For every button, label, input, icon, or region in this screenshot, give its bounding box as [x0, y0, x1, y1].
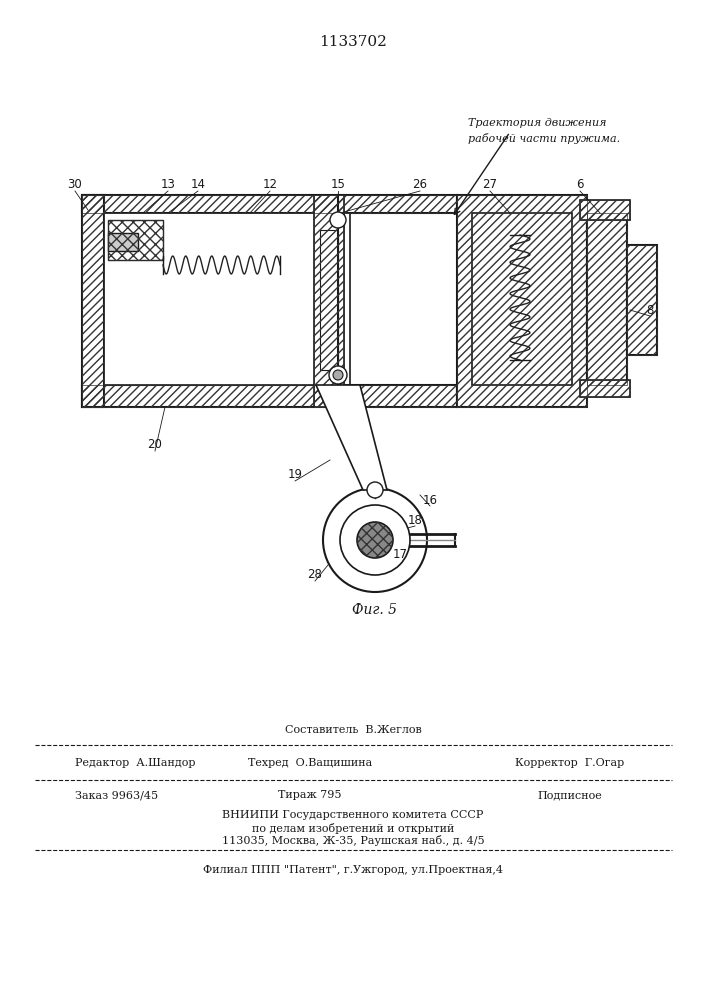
- Bar: [314, 195, 344, 407]
- Bar: [82, 195, 104, 407]
- Text: Филиал ППП "Патент", г.Ужгород, ул.Проектная,4: Филиал ППП "Патент", г.Ужгород, ул.Проек…: [203, 865, 503, 875]
- Text: 30: 30: [68, 178, 83, 192]
- Circle shape: [329, 366, 347, 384]
- Polygon shape: [316, 385, 387, 490]
- Text: Составитель  В.Жеглов: Составитель В.Жеглов: [285, 725, 421, 735]
- Text: 13: 13: [160, 178, 175, 192]
- Text: Техред  О.Ващишина: Техред О.Ващишина: [248, 758, 372, 768]
- Bar: [457, 195, 587, 407]
- Circle shape: [340, 505, 410, 575]
- Text: Корректор  Г.Огар: Корректор Г.Огар: [515, 758, 624, 768]
- Circle shape: [323, 488, 427, 592]
- Bar: [104, 213, 350, 385]
- Text: Подписное: Подписное: [537, 790, 602, 800]
- Text: 17: 17: [392, 548, 407, 562]
- Bar: [472, 213, 572, 385]
- Bar: [108, 220, 163, 260]
- Bar: [82, 385, 457, 407]
- Circle shape: [333, 370, 343, 380]
- Circle shape: [357, 522, 393, 558]
- Bar: [320, 230, 338, 370]
- Circle shape: [330, 212, 346, 228]
- Text: 18: 18: [407, 514, 423, 526]
- Bar: [108, 220, 163, 260]
- Text: 20: 20: [148, 438, 163, 452]
- Bar: [457, 195, 587, 407]
- Text: 6: 6: [576, 178, 584, 192]
- Bar: [587, 213, 627, 385]
- Bar: [627, 245, 657, 355]
- Text: 8: 8: [646, 304, 654, 316]
- Text: по делам изобретений и открытий: по делам изобретений и открытий: [252, 822, 454, 834]
- Bar: [580, 380, 630, 397]
- Bar: [314, 195, 344, 407]
- Text: 1133702: 1133702: [319, 35, 387, 49]
- Text: 16: 16: [423, 493, 438, 506]
- Text: 26: 26: [412, 178, 428, 192]
- Text: 27: 27: [482, 178, 498, 192]
- Text: 28: 28: [308, 568, 322, 582]
- Bar: [587, 213, 627, 385]
- Bar: [82, 385, 457, 407]
- Bar: [627, 245, 657, 355]
- Bar: [82, 195, 104, 407]
- Text: 19: 19: [288, 468, 303, 482]
- Text: Редактор  А.Шандор: Редактор А.Шандор: [75, 758, 196, 768]
- Text: 15: 15: [331, 178, 346, 192]
- Text: Тираж 795: Тираж 795: [279, 790, 341, 800]
- Bar: [580, 200, 630, 220]
- Circle shape: [367, 482, 383, 498]
- Text: 113035, Москва, Ж-35, Раушская наб., д. 4/5: 113035, Москва, Ж-35, Раушская наб., д. …: [222, 836, 484, 846]
- Bar: [580, 380, 630, 397]
- Text: 12: 12: [262, 178, 278, 192]
- Text: 14: 14: [190, 178, 206, 192]
- Text: Заказ 9963/45: Заказ 9963/45: [75, 790, 158, 800]
- Bar: [82, 195, 457, 213]
- Bar: [580, 200, 630, 220]
- Text: ВНИИПИ Государственного комитета СССР: ВНИИПИ Государственного комитета СССР: [222, 810, 484, 820]
- Bar: [108, 233, 138, 251]
- Bar: [82, 195, 457, 213]
- Text: Траектория движения
рабочей части пружима.: Траектория движения рабочей части пружим…: [468, 118, 620, 143]
- Text: Фиг. 5: Фиг. 5: [353, 603, 397, 617]
